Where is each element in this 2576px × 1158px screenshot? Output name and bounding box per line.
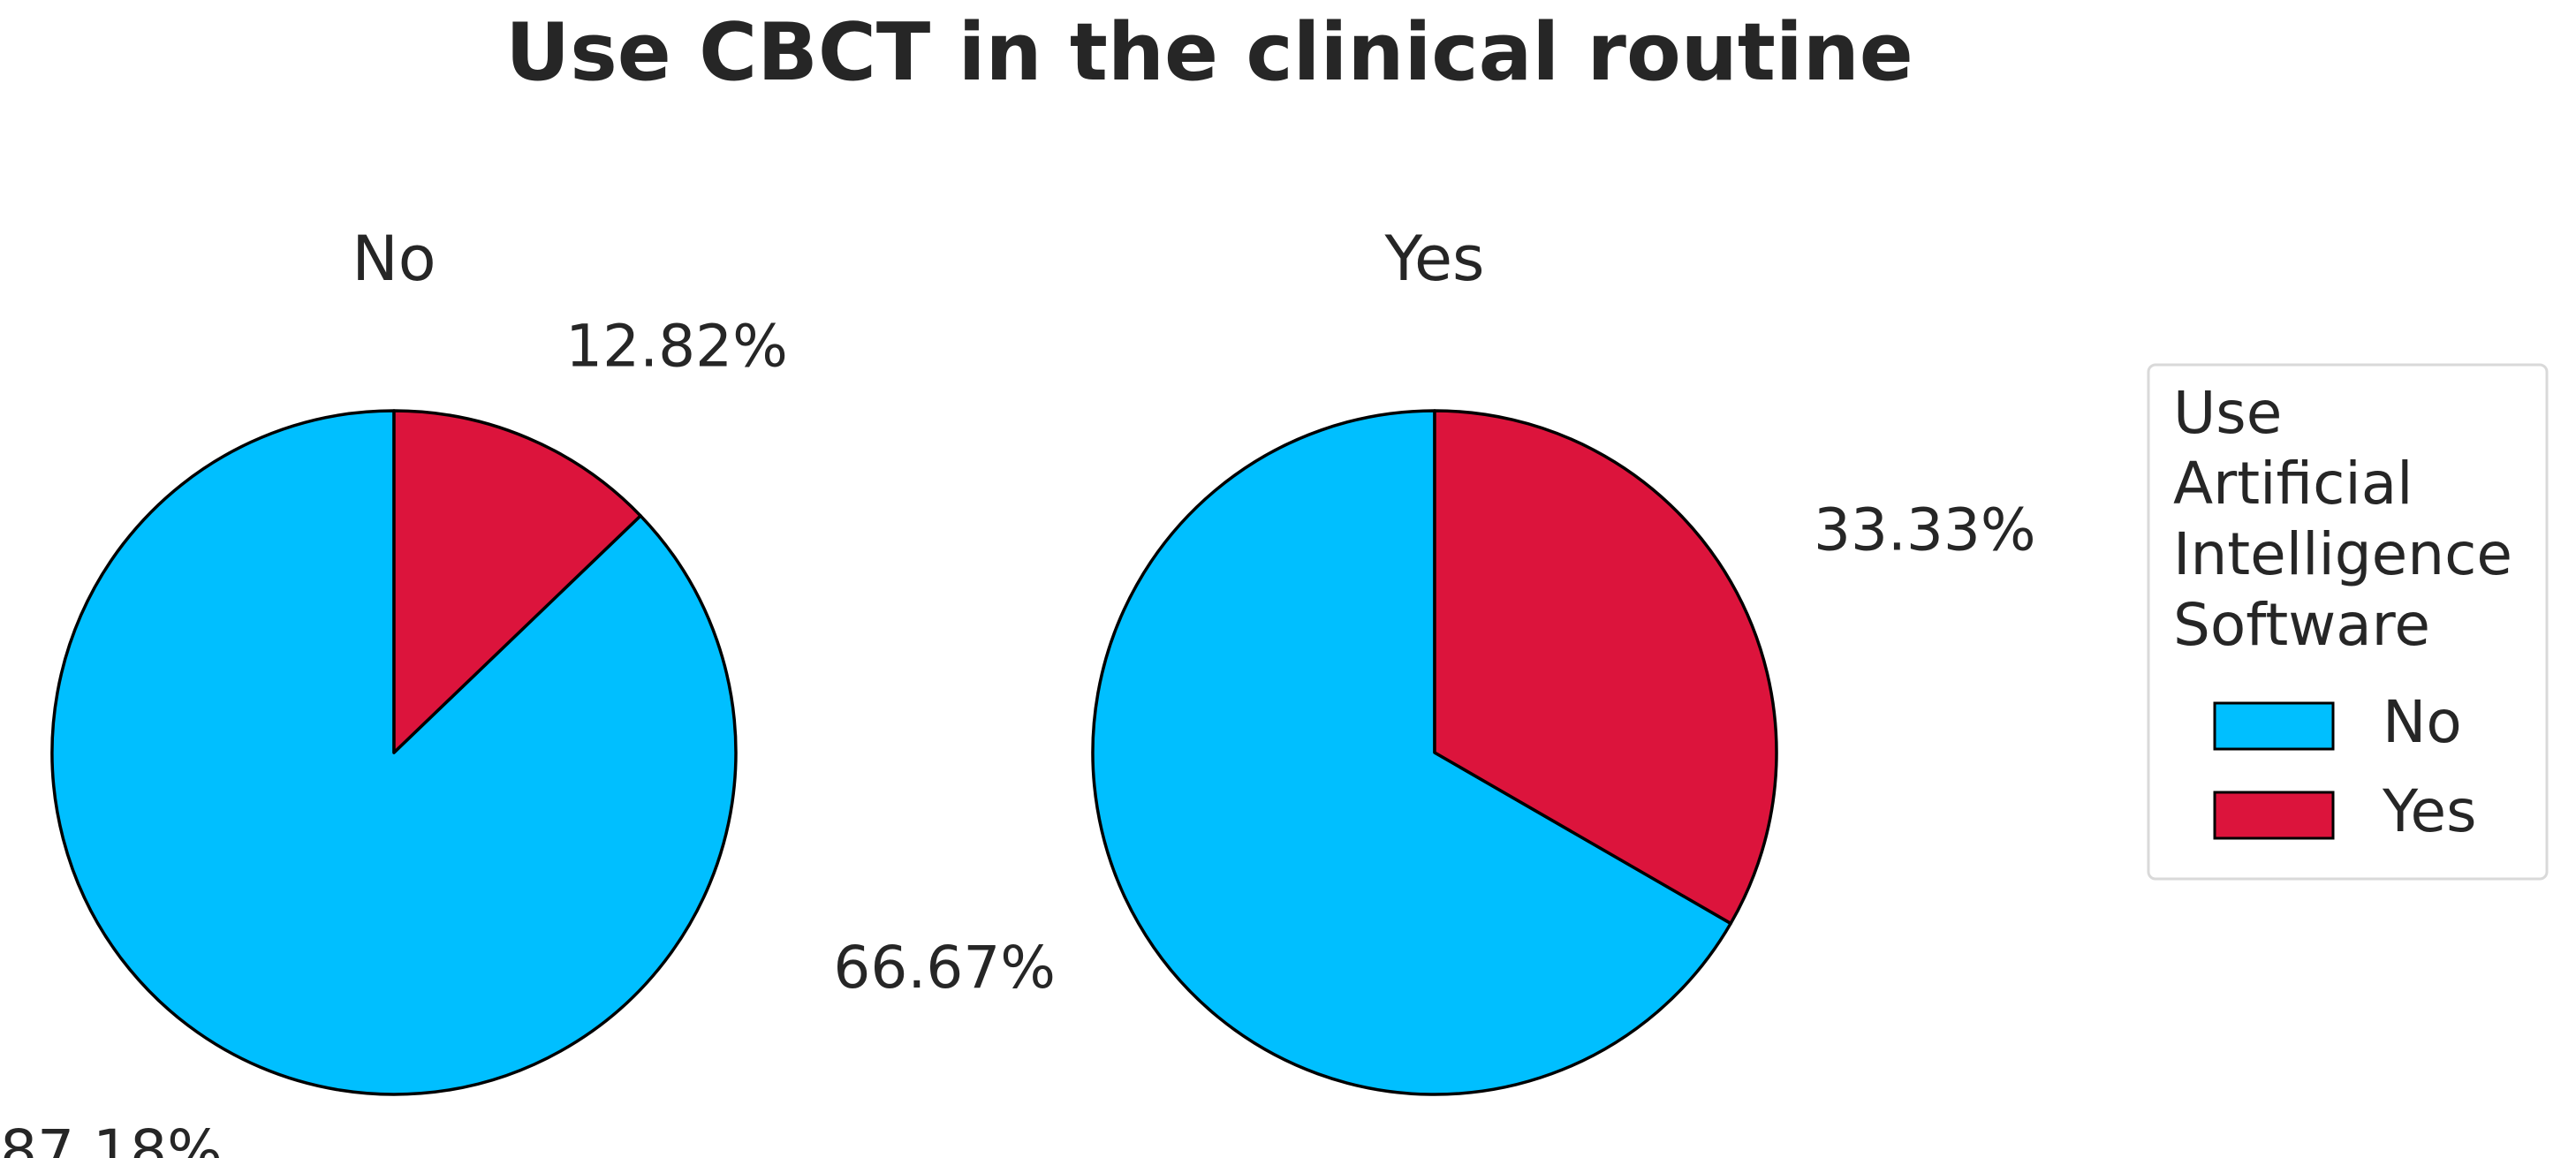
value-label: 33.33% bbox=[1814, 496, 2036, 564]
legend-swatch bbox=[2213, 701, 2335, 751]
value-label: 12.82% bbox=[565, 312, 788, 380]
pie-slice bbox=[50, 409, 738, 1096]
value-label: 66.67% bbox=[833, 934, 1056, 1002]
pie-slice bbox=[1091, 409, 1732, 1096]
legend-title-text: Use Artificial Intelligence Software bbox=[2173, 379, 2512, 659]
value-label: 87.18% bbox=[0, 1117, 223, 1158]
pie-slice bbox=[392, 409, 642, 754]
legend-label: Yes bbox=[2382, 777, 2477, 845]
legend-label: No bbox=[2383, 688, 2462, 756]
legend-swatch bbox=[2213, 791, 2335, 840]
legend-title: Use Artificial Intelligence Software bbox=[2173, 379, 2512, 659]
pie-slice bbox=[1433, 409, 1778, 926]
pie-title: No bbox=[352, 223, 436, 295]
pie-title: Yes bbox=[1384, 223, 1485, 295]
figure-title: Use CBCT in the clinical routine bbox=[505, 6, 1913, 99]
